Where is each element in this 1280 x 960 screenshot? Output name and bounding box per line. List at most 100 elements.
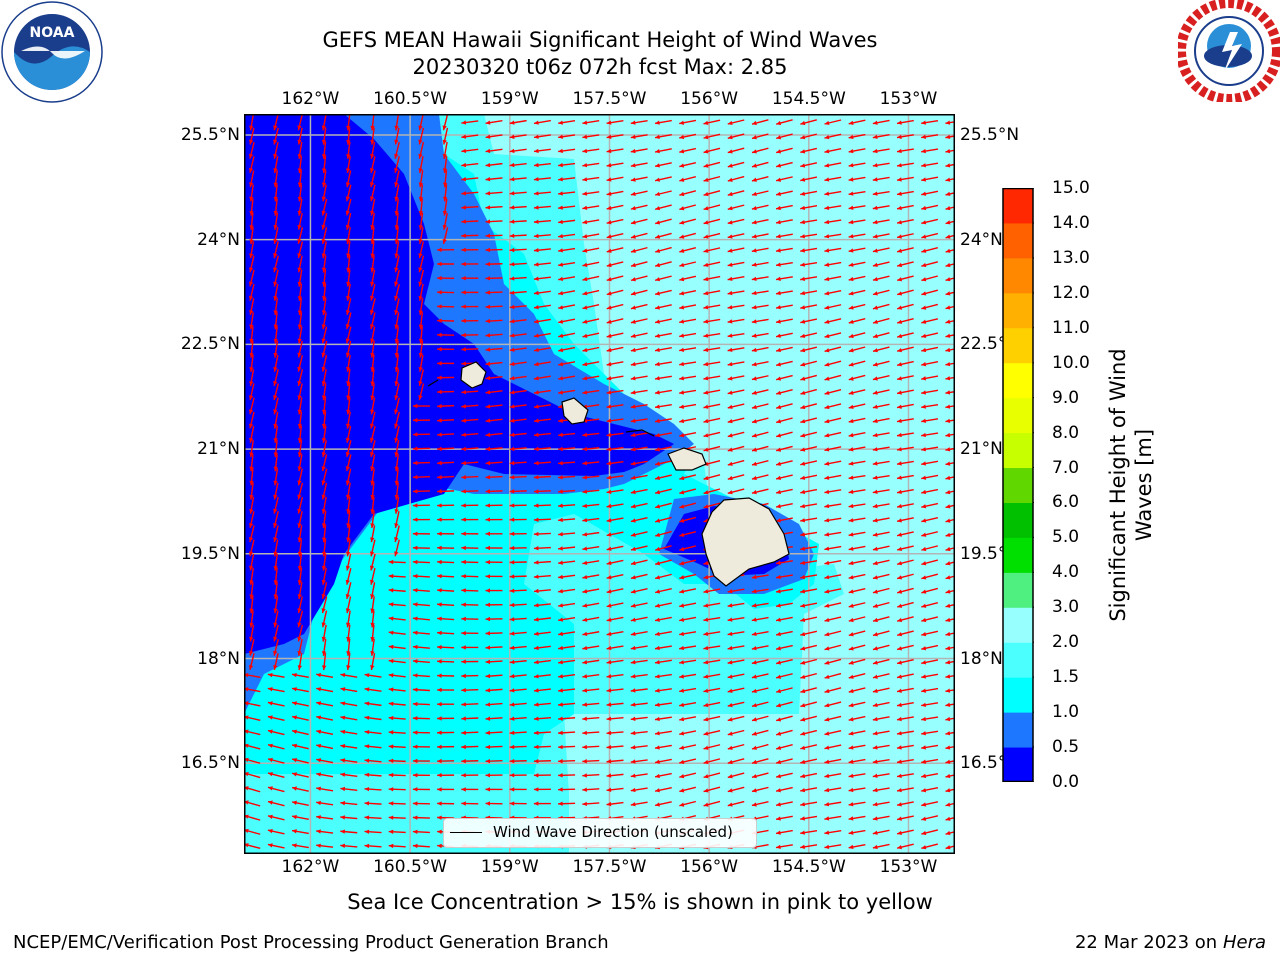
wind-wave-arrow	[897, 289, 914, 296]
wind-wave-arrow	[775, 460, 793, 466]
wind-wave-arrow	[582, 588, 600, 594]
wind-wave-arrow	[824, 247, 842, 253]
wind-wave-arrow	[775, 190, 793, 196]
wind-wave-arrow	[703, 474, 721, 481]
wind-wave-arrow	[509, 602, 527, 608]
wind-wave-arrow	[896, 545, 914, 552]
wind-wave-arrow	[297, 454, 303, 472]
wind-wave-arrow	[509, 247, 527, 253]
wind-wave-arrow	[679, 659, 697, 665]
wind-wave-arrow	[703, 347, 721, 352]
wind-wave-arrow	[533, 631, 551, 636]
wind-wave-arrow	[412, 687, 430, 692]
wind-wave-arrow	[437, 588, 455, 593]
wind-wave-arrow	[775, 445, 793, 452]
wind-wave-arrow	[606, 787, 624, 792]
wind-wave-arrow	[896, 134, 914, 139]
wind-wave-arrow	[872, 317, 890, 324]
wind-wave-arrow	[630, 148, 648, 154]
wind-wave-arrow	[751, 247, 769, 253]
footer-date-text: 22 Mar 2023 on	[1074, 932, 1218, 953]
wind-wave-arrow	[703, 786, 721, 793]
wind-wave-arrow	[654, 119, 672, 125]
wind-wave-arrow	[509, 290, 527, 295]
wind-wave-arrow	[388, 787, 406, 792]
wind-wave-arrow	[388, 644, 406, 650]
wind-wave-arrow	[654, 488, 672, 495]
wind-wave-arrow	[824, 474, 842, 480]
wind-wave-arrow	[655, 232, 672, 239]
wind-wave-arrow	[321, 127, 327, 145]
wind-wave-arrow	[461, 247, 479, 253]
wind-wave-arrow	[249, 114, 255, 131]
wind-wave-arrow	[412, 829, 430, 834]
wind-wave-arrow	[485, 616, 503, 622]
colorbar-segment	[1003, 712, 1033, 748]
wind-wave-arrow	[921, 758, 939, 764]
wind-wave-arrow	[896, 503, 914, 509]
wind-wave-arrow	[321, 298, 327, 316]
wind-wave-arrow	[558, 659, 576, 665]
wind-wave-arrow	[558, 758, 576, 764]
wind-wave-arrow	[630, 289, 648, 296]
wind-wave-arrow	[370, 610, 375, 628]
wind-wave-arrow	[364, 815, 382, 820]
wind-wave-arrow	[582, 801, 600, 807]
wind-wave-arrow	[800, 531, 818, 537]
wind-wave-arrow	[437, 645, 455, 650]
wind-wave-arrow	[322, 269, 327, 287]
wind-wave-arrow	[896, 403, 914, 409]
wind-wave-arrow	[848, 303, 866, 310]
wind-wave-arrow	[606, 631, 624, 637]
wind-wave-arrow	[921, 148, 939, 154]
wind-wave-arrow	[394, 397, 400, 415]
wind-wave-arrow	[582, 602, 600, 608]
wind-wave-arrow	[654, 744, 672, 750]
wind-wave-arrow	[872, 658, 890, 665]
wind-wave-arrow	[442, 156, 448, 174]
wind-wave-arrow	[297, 241, 304, 259]
wind-wave-arrow	[800, 261, 818, 267]
wind-wave-arrow	[340, 687, 358, 693]
colorbar-frame	[1002, 188, 1034, 782]
wind-wave-arrow	[824, 219, 842, 225]
wind-wave-arrow	[654, 347, 672, 353]
axis-tick-label: 162°W	[281, 89, 340, 109]
wind-wave-arrow	[418, 369, 424, 387]
wind-wave-arrow	[249, 624, 255, 642]
wind-wave-arrow	[509, 262, 527, 267]
wind-wave-arrow	[727, 261, 745, 267]
wind-wave-arrow	[921, 275, 938, 282]
wind-wave-arrow	[346, 482, 351, 500]
axis-tick-label: 24°N	[960, 229, 1003, 250]
wind-wave-arrow	[606, 375, 624, 381]
wind-wave-arrow	[418, 227, 424, 245]
wind-wave-arrow	[437, 659, 455, 664]
wind-wave-arrow	[654, 772, 672, 779]
wind-wave-arrow	[800, 162, 818, 168]
wind-wave-arrow	[848, 787, 866, 793]
wind-wave-arrow	[727, 290, 745, 296]
wind-wave-arrow	[872, 303, 890, 310]
wind-wave-arrow	[654, 588, 672, 594]
wind-wave-arrow	[630, 773, 648, 778]
wind-wave-arrow	[388, 744, 406, 749]
wind-wave-arrow	[703, 218, 721, 225]
wind-wave-arrow	[606, 773, 624, 778]
wind-wave-arrow	[921, 432, 939, 438]
wind-wave-arrow	[345, 170, 352, 188]
wind-wave-arrow	[872, 403, 890, 409]
wind-wave-arrow	[412, 644, 430, 650]
wind-wave-arrow	[370, 397, 376, 415]
wind-wave-arrow	[582, 134, 600, 139]
wind-wave-arrow	[340, 729, 358, 735]
wind-wave-arrow	[558, 588, 576, 594]
wind-wave-arrow	[321, 454, 328, 472]
island-maui	[667, 447, 707, 471]
wind-wave-arrow	[824, 332, 842, 339]
wind-wave-arrow	[775, 844, 793, 849]
wind-wave-arrow	[437, 460, 455, 466]
wind-wave-arrow	[485, 631, 503, 636]
wind-wave-arrow	[364, 801, 382, 806]
wind-wave-arrow	[485, 134, 503, 139]
